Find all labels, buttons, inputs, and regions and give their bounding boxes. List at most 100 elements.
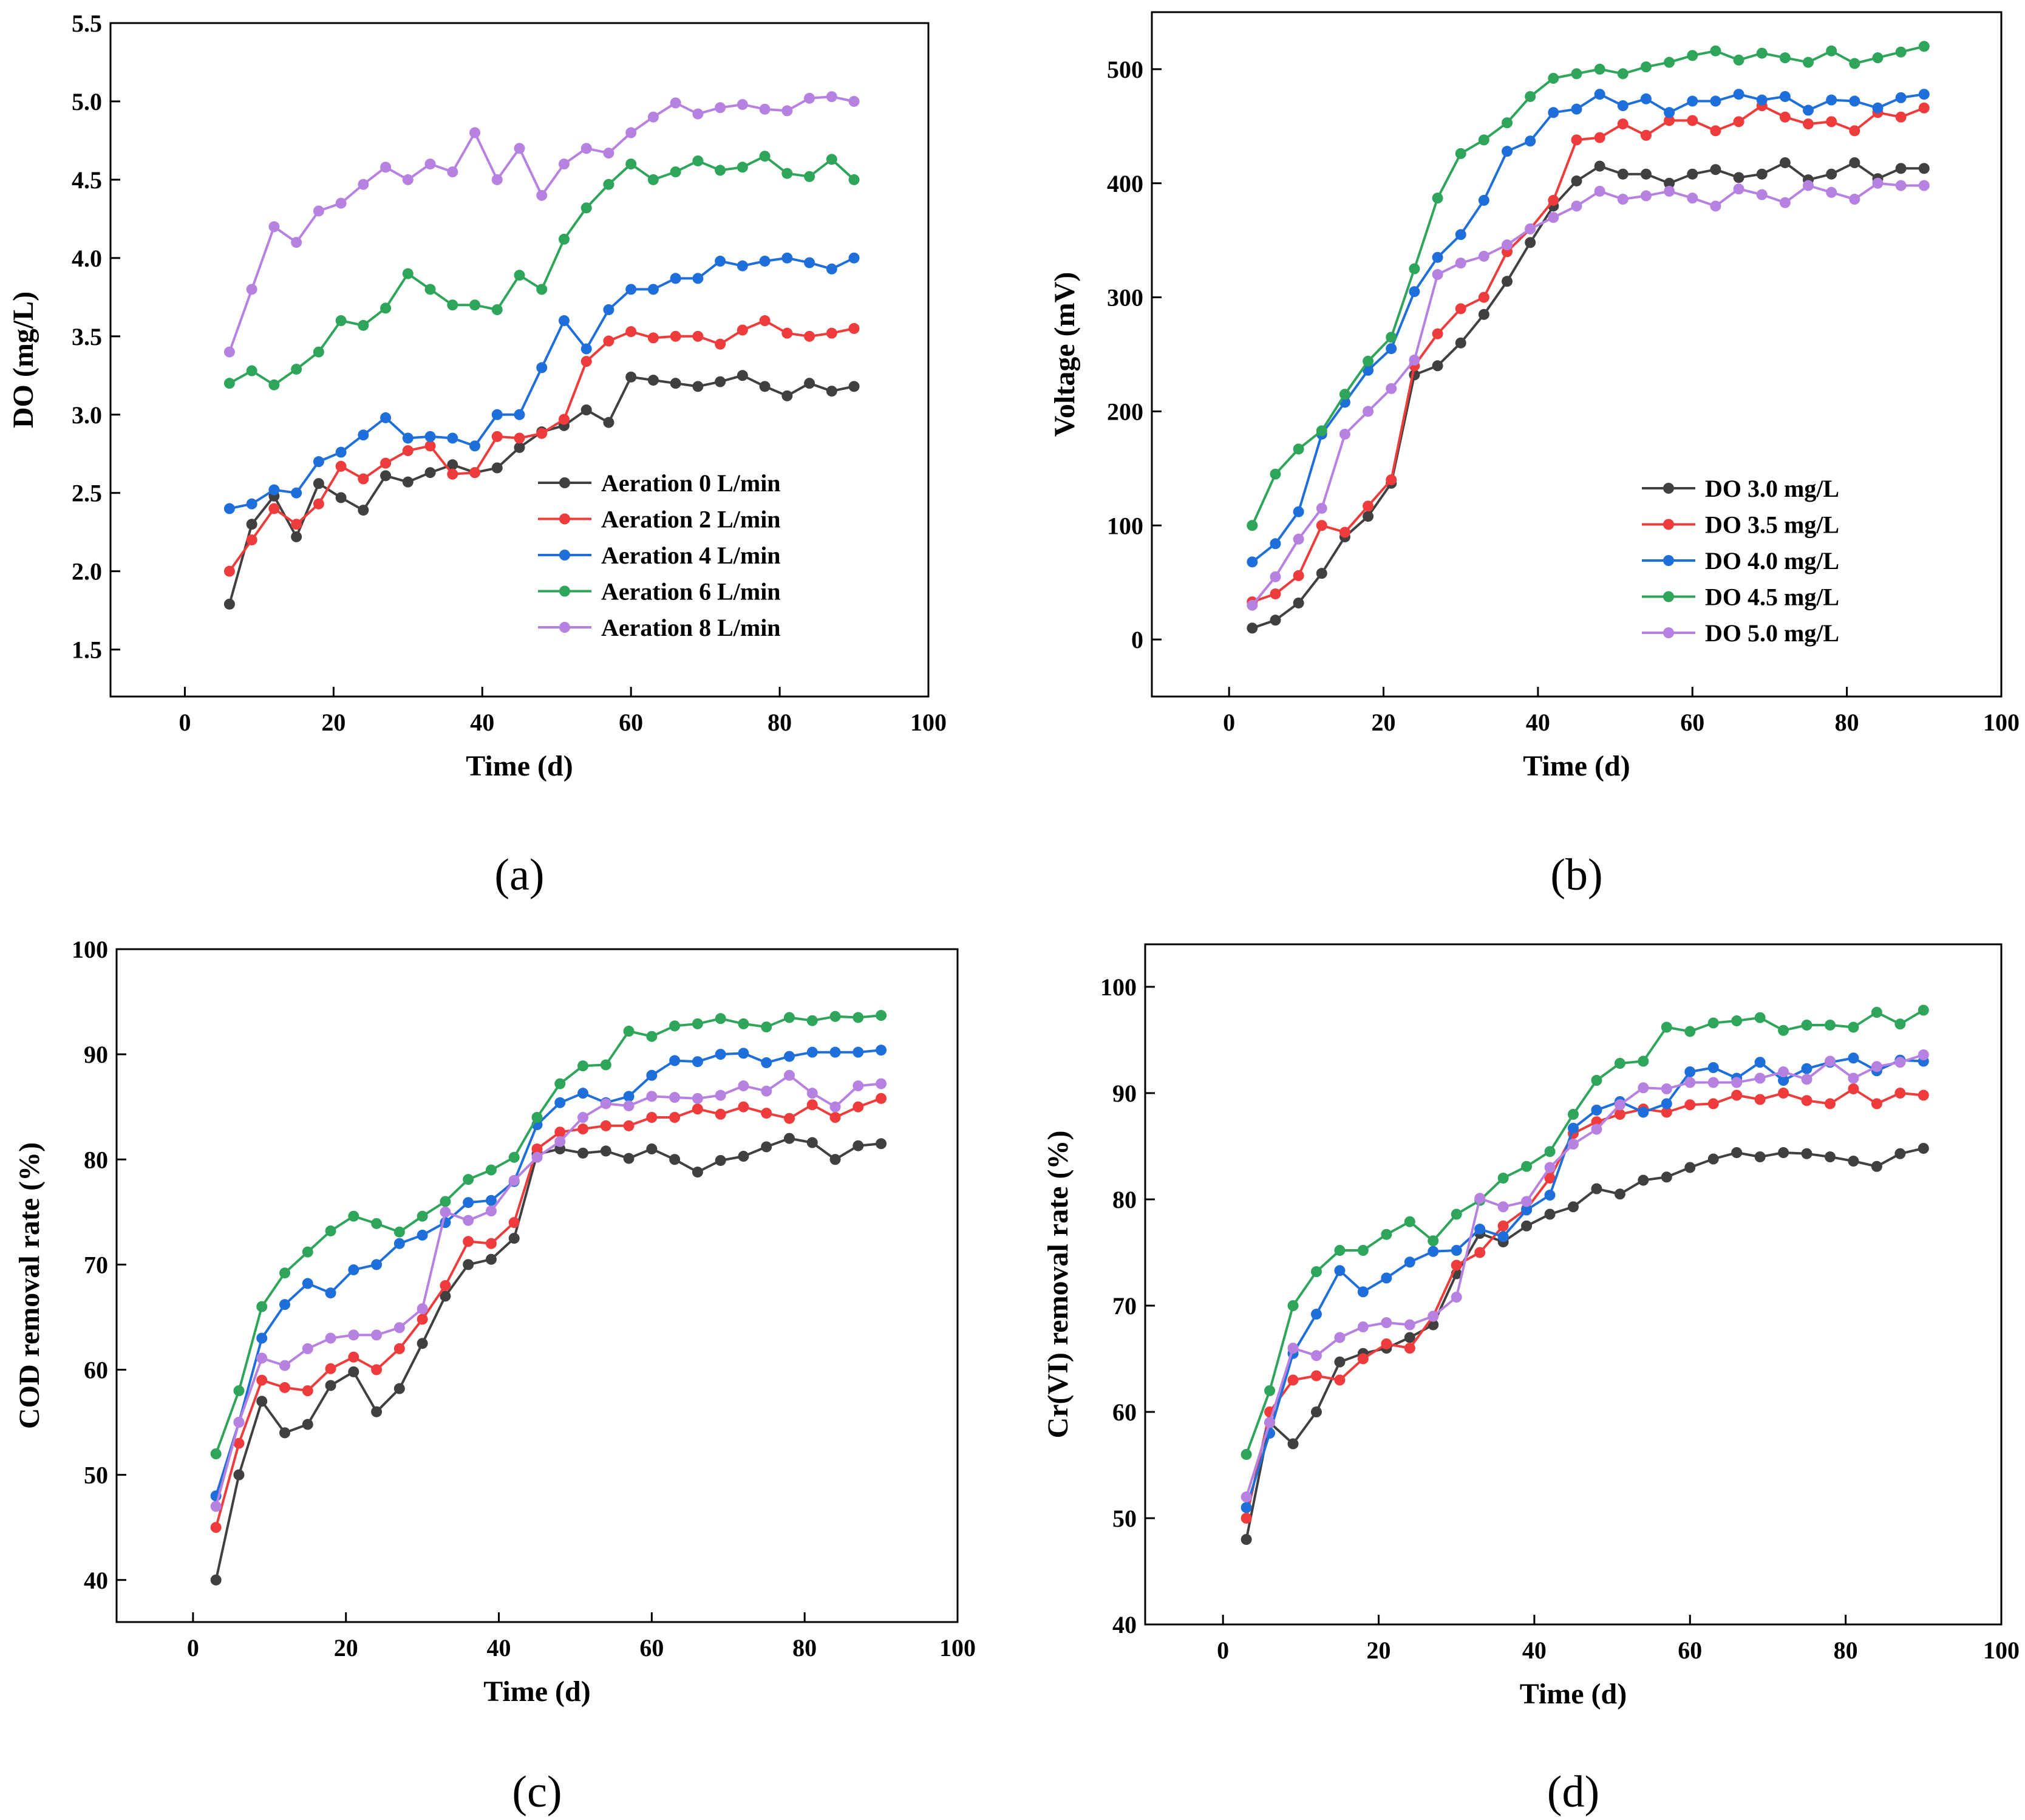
data-point xyxy=(1801,1148,1812,1159)
y-tick-label: 60 xyxy=(84,1357,108,1384)
data-point xyxy=(1710,95,1721,107)
data-point xyxy=(1733,89,1744,100)
data-point xyxy=(1756,94,1768,106)
data-point xyxy=(402,476,414,488)
data-point xyxy=(1264,1385,1276,1396)
data-point xyxy=(804,378,815,389)
data-point xyxy=(1334,1245,1346,1256)
data-point xyxy=(302,1343,313,1354)
data-point xyxy=(600,1145,611,1157)
data-point xyxy=(1432,269,1443,281)
data-point xyxy=(514,441,525,453)
data-point xyxy=(1544,1146,1556,1157)
data-point xyxy=(1617,194,1629,205)
data-point xyxy=(876,1010,887,1021)
data-point xyxy=(1733,183,1744,195)
x-tick-label: 0 xyxy=(179,709,191,736)
data-point xyxy=(268,484,280,496)
data-point xyxy=(393,1238,405,1249)
data-point xyxy=(1548,107,1559,118)
legend-marker xyxy=(1663,483,1674,494)
data-point xyxy=(806,1046,818,1058)
data-point xyxy=(829,1101,841,1113)
legend-marker xyxy=(559,477,570,488)
data-point xyxy=(1640,168,1652,180)
data-point xyxy=(463,1197,474,1208)
data-point xyxy=(1544,1162,1556,1173)
y-tick-label: 500 xyxy=(1107,56,1143,83)
series-1 xyxy=(210,1133,887,1586)
data-point xyxy=(876,1138,887,1150)
data-point xyxy=(1614,1099,1625,1111)
data-point xyxy=(380,457,392,469)
data-point xyxy=(1548,72,1559,84)
series-3 xyxy=(210,1045,887,1502)
data-point xyxy=(646,1112,658,1123)
data-point xyxy=(1710,200,1721,212)
data-point xyxy=(1638,1106,1649,1118)
y-tick-label: 40 xyxy=(1112,1611,1137,1638)
data-point xyxy=(1918,1004,1929,1016)
data-point xyxy=(1316,568,1327,579)
y-axis-title: Voltage (mV) xyxy=(1049,272,1081,437)
series-1 xyxy=(1247,157,1930,634)
data-point xyxy=(447,432,458,444)
y-tick-label: 100 xyxy=(72,936,108,963)
data-point xyxy=(1571,175,1582,186)
data-point xyxy=(380,470,392,482)
data-point xyxy=(603,335,614,347)
data-point xyxy=(1363,500,1374,512)
data-point xyxy=(577,1060,589,1072)
data-point xyxy=(1895,92,1907,103)
data-point xyxy=(1293,597,1304,608)
x-tick-label: 20 xyxy=(334,1634,358,1662)
data-point xyxy=(670,97,681,109)
data-point xyxy=(469,299,481,311)
data-point xyxy=(291,531,302,542)
data-point xyxy=(447,468,458,480)
data-point xyxy=(531,1143,543,1154)
data-point xyxy=(715,376,726,387)
data-point xyxy=(554,1136,566,1147)
data-point xyxy=(737,370,748,381)
data-point xyxy=(1848,1156,1859,1167)
data-point xyxy=(1478,250,1489,262)
data-point xyxy=(1918,1089,1929,1101)
data-point xyxy=(508,1151,520,1163)
data-point xyxy=(463,1236,474,1247)
data-point xyxy=(1849,157,1860,168)
data-point xyxy=(580,404,592,416)
chart-panel-1: 0 20 40 60 80 100 1.5 2.0 2.5 3.0 3.5 4.0 4.5 5.0 5.5 T… xyxy=(7,10,947,900)
data-point xyxy=(1825,1055,1836,1067)
data-point xyxy=(761,1021,772,1033)
data-point xyxy=(558,233,570,245)
data-point xyxy=(1525,223,1536,234)
data-point xyxy=(1451,1292,1462,1303)
data-point xyxy=(1731,1077,1743,1088)
data-point xyxy=(715,1089,726,1101)
data-point xyxy=(647,332,659,344)
data-point xyxy=(335,446,347,458)
data-point xyxy=(1474,1247,1486,1258)
data-point xyxy=(1571,200,1582,212)
x-axis-title: Time (d) xyxy=(1523,750,1630,782)
data-point xyxy=(1428,1246,1439,1257)
data-point xyxy=(1311,1266,1322,1277)
data-point xyxy=(1311,1406,1322,1417)
data-point xyxy=(1409,286,1420,298)
data-point xyxy=(759,151,771,162)
series-line xyxy=(1251,182,1924,606)
data-point xyxy=(223,346,235,358)
data-point xyxy=(580,343,592,355)
data-point xyxy=(508,1174,520,1186)
data-point xyxy=(1617,118,1629,130)
data-point xyxy=(291,237,302,248)
data-point xyxy=(759,103,771,115)
x-tick-label: 40 xyxy=(1526,709,1550,736)
data-point xyxy=(715,102,726,114)
series-5 xyxy=(1247,177,1930,611)
data-point xyxy=(1731,1089,1743,1101)
y-tick-label: 90 xyxy=(1112,1080,1137,1107)
data-point xyxy=(1687,115,1698,126)
series-5 xyxy=(210,1069,887,1512)
